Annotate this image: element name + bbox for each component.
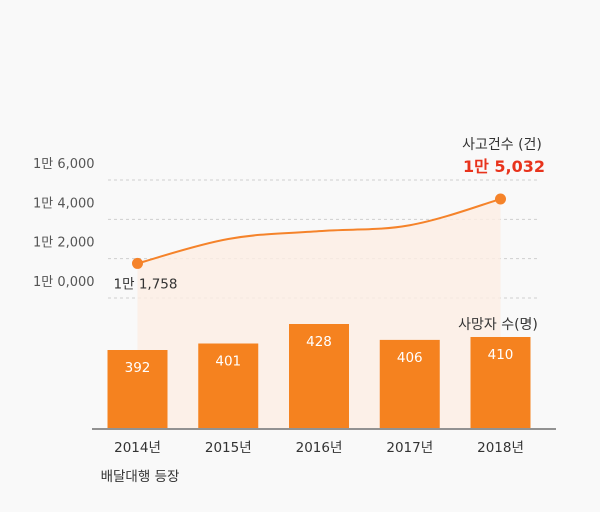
line-point-label: 1만 1,758 (114, 276, 178, 292)
line-point (132, 257, 143, 269)
annotation-label: 배달대행 등장 (101, 469, 180, 485)
line-point (495, 193, 506, 205)
y-tick-label: 1만 0,000 (33, 275, 95, 290)
x-tick-label: 2014년 (114, 440, 161, 456)
bar (289, 324, 349, 428)
bar-value-label: 428 (306, 334, 332, 350)
x-tick-label: 2015년 (205, 440, 252, 456)
labels-layer: 1만 0,000 1만 2,000 1만 4,000 1만 6,000 2014년 201… (33, 157, 545, 456)
bar-value-label: 410 (488, 347, 514, 363)
y-tick-label: 1만 2,000 (33, 236, 95, 251)
line-point-label-highlight: 1만 5,032 (463, 157, 545, 176)
bar (198, 343, 259, 428)
line-series (137, 198, 501, 265)
bar (107, 350, 168, 428)
line-chart-title: 사고건수 (건) (462, 137, 542, 153)
bars-layer: 392 401 428 406 410 (92, 324, 556, 430)
y-tick-label: 1만 6,000 (33, 157, 95, 172)
bar-chart-title: 사망자 수(명) (458, 317, 538, 333)
bar-value-label: 401 (215, 354, 241, 370)
line-layer (132, 193, 506, 269)
x-tick-label: 2016년 (296, 440, 343, 456)
bar-value-label: 406 (397, 350, 423, 366)
bar-value-label: 392 (125, 360, 151, 376)
x-tick-label: 2017년 (386, 440, 433, 456)
x-tick-label: 2018년 (477, 440, 524, 456)
y-tick-label: 1만 4,000 (33, 196, 95, 211)
bar (379, 339, 440, 428)
bar (470, 337, 531, 428)
